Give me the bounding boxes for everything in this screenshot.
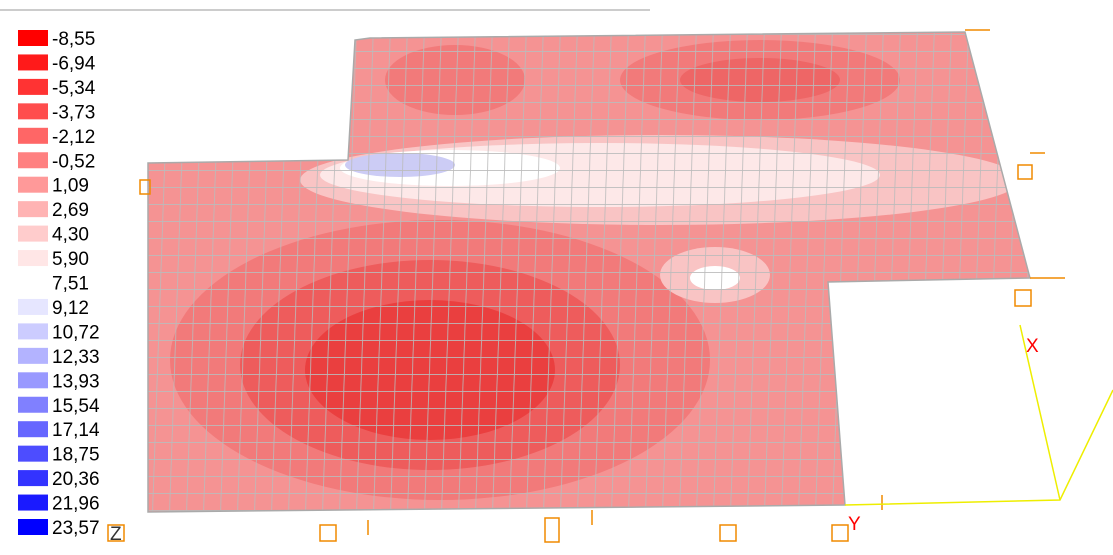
legend-swatch xyxy=(18,298,48,315)
legend-label: -5,34 xyxy=(52,78,96,99)
plate-outline xyxy=(147,31,1031,513)
legend-swatch xyxy=(18,78,48,95)
legend-swatch xyxy=(18,201,48,218)
legend-label: 21,96 xyxy=(52,494,100,515)
legend-swatch xyxy=(18,274,48,291)
legend-label: 17,14 xyxy=(52,420,100,441)
legend-swatch xyxy=(18,445,48,462)
legend-label: -6,94 xyxy=(52,53,96,74)
legend-label: -3,73 xyxy=(52,102,95,123)
contour-plate xyxy=(148,32,1030,512)
legend-swatch xyxy=(18,396,48,413)
legend-label: 18,75 xyxy=(52,445,100,466)
legend-swatch xyxy=(18,103,48,120)
supports xyxy=(107,29,1065,543)
legend-label: 4,30 xyxy=(52,225,89,246)
legend-label: 23,57 xyxy=(52,518,100,539)
legend-label: 2,69 xyxy=(52,200,89,221)
legend-label: 5,90 xyxy=(52,249,89,270)
axis-label-x: X xyxy=(1026,336,1039,357)
legend-swatch xyxy=(18,54,48,71)
legend: -8,55 -6,94 -5,34 -3,73 -2,12 -0,52 1,09 2,69 4,… xyxy=(18,29,100,539)
legend-swatch xyxy=(18,372,48,389)
legend-swatch xyxy=(18,176,48,193)
legend-swatch xyxy=(18,347,48,364)
legend-label: 7,51 xyxy=(52,274,89,295)
legend-label: 20,36 xyxy=(52,469,100,490)
legend-swatch xyxy=(18,152,48,169)
legend-swatch xyxy=(18,421,48,438)
legend-label: 9,12 xyxy=(52,298,89,319)
coordinate-axes xyxy=(844,324,1113,506)
legend-label: 15,54 xyxy=(52,396,100,417)
legend-label: -2,12 xyxy=(52,127,95,148)
legend-swatch xyxy=(18,30,48,46)
axis-label-y: Y xyxy=(848,514,861,535)
legend-swatch xyxy=(18,494,48,511)
axis-label-z: Z xyxy=(110,524,122,545)
legend-swatch xyxy=(18,225,48,242)
legend-swatch xyxy=(18,323,48,340)
legend-swatch xyxy=(18,250,48,267)
legend-swatch xyxy=(18,470,48,487)
legend-label: 10,72 xyxy=(52,322,100,343)
legend-swatch xyxy=(18,519,48,535)
legend-label: -8,55 xyxy=(52,29,95,50)
legend-label: -0,52 xyxy=(52,151,95,172)
legend-label: 12,33 xyxy=(52,347,100,368)
legend-label: 1,09 xyxy=(52,176,89,197)
legend-label: 13,93 xyxy=(52,371,100,392)
legend-swatch xyxy=(18,127,48,144)
